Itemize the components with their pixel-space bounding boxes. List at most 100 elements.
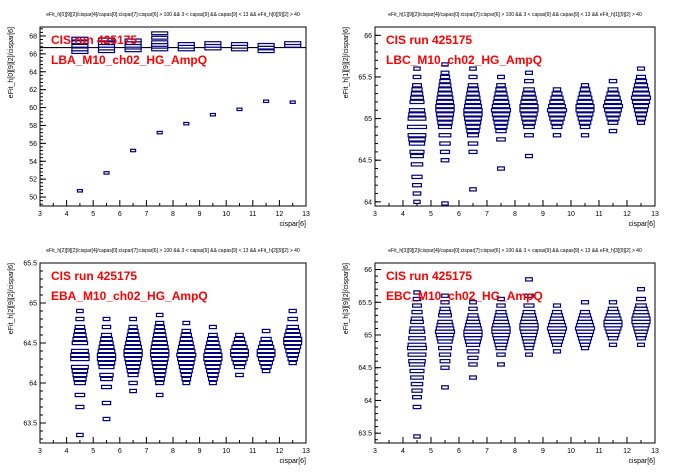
box-mark [465, 124, 481, 130]
x-tick-label: 9 [541, 448, 545, 455]
box-mark [411, 174, 423, 180]
y-tick-label: 65 [364, 333, 372, 340]
box-mark [549, 116, 565, 121]
y-tick-label: 62 [29, 87, 37, 94]
box-mark [606, 91, 620, 96]
box-mark [580, 133, 590, 138]
box-mark [285, 348, 301, 354]
box-mark [491, 112, 511, 117]
box-mark [73, 332, 87, 338]
box-mark [441, 62, 449, 67]
x-tick-label: 13 [302, 211, 310, 218]
y-axis-title: eFit_h[0][9][2]/cispar[6] [8, 27, 15, 98]
x-tick-label: 10 [222, 211, 230, 218]
box-mark [233, 336, 246, 342]
x-tick-label: 5 [91, 448, 95, 455]
y-tick-label: 56 [29, 141, 37, 148]
box-mark [204, 348, 222, 354]
box-mark [230, 42, 249, 47]
box-mark [437, 120, 453, 125]
box-mark [408, 137, 426, 142]
box-mark [155, 380, 165, 386]
box-mark [468, 149, 478, 155]
box-mark [579, 124, 591, 130]
box-mark [288, 360, 297, 366]
box-mark [521, 116, 537, 121]
box-mark [411, 303, 423, 308]
box-mark [230, 352, 249, 358]
box-mark [496, 83, 506, 88]
box-mark [261, 328, 271, 334]
x-tick-label: 10 [222, 448, 230, 455]
box-mark [256, 348, 276, 354]
box-mark [150, 356, 169, 362]
box-mark [467, 355, 479, 361]
box-mark [76, 308, 84, 314]
x-tick-label: 6 [118, 448, 122, 455]
outlier-mark [209, 112, 216, 117]
box-mark [101, 324, 112, 330]
box-mark [286, 324, 300, 330]
box-mark [467, 83, 479, 88]
box-mark [102, 316, 111, 322]
box-mark [525, 352, 533, 357]
outlier-mark [103, 171, 110, 175]
outlier-mark [263, 99, 270, 104]
box-mark [409, 99, 425, 105]
box-mark [494, 124, 508, 130]
box-mark [125, 364, 141, 370]
box-mark [123, 348, 143, 354]
box-mark [260, 364, 272, 370]
box-mark [155, 392, 164, 398]
box-mark [100, 336, 113, 342]
box-mark [129, 388, 138, 394]
box-mark [206, 340, 220, 346]
box-mark [524, 133, 534, 138]
box-mark [636, 120, 646, 125]
box-mark [606, 116, 620, 121]
box-mark [577, 116, 593, 121]
panel-2: eFit_h[1][9][2]/cispar[4]/capas[0]:cispa… [343, 12, 659, 228]
box-mark [490, 108, 512, 113]
box-mark [491, 103, 511, 109]
box-mark [522, 91, 536, 96]
box-mark [257, 49, 275, 54]
box-mark [630, 95, 652, 100]
box-mark [520, 112, 538, 117]
box-mark [151, 40, 169, 45]
box-mark [409, 368, 425, 374]
box-mark [125, 336, 141, 342]
box-mark [468, 306, 478, 312]
box-mark [412, 296, 422, 302]
box-mark [180, 372, 193, 378]
outlier-mark [183, 121, 190, 126]
box-mark [151, 35, 169, 40]
box-mark [466, 87, 480, 92]
box-mark [98, 344, 115, 350]
box-mark [98, 364, 115, 370]
x-tick-label: 13 [651, 448, 659, 455]
box-mark [74, 324, 86, 330]
box-mark [102, 416, 111, 422]
box-mark [97, 37, 116, 42]
box-mark [552, 133, 562, 138]
box-mark [99, 372, 114, 378]
box-mark [153, 328, 166, 334]
box-mark [435, 103, 455, 109]
box-mark [283, 340, 303, 346]
box-mark [441, 385, 449, 390]
box-mark [181, 328, 192, 334]
y-tick-label: 64 [29, 69, 37, 76]
box-mark [71, 340, 89, 346]
box-mark [152, 364, 168, 370]
box-mark [412, 74, 422, 80]
box-mark [152, 368, 167, 374]
box-mark [522, 120, 536, 125]
outlier-mark [76, 188, 84, 193]
box-mark [413, 434, 421, 439]
box-mark [608, 300, 618, 305]
box-mark [605, 95, 621, 100]
x-tick-label: 4 [401, 211, 405, 218]
box-mark [493, 95, 509, 100]
box-mark [466, 349, 480, 354]
